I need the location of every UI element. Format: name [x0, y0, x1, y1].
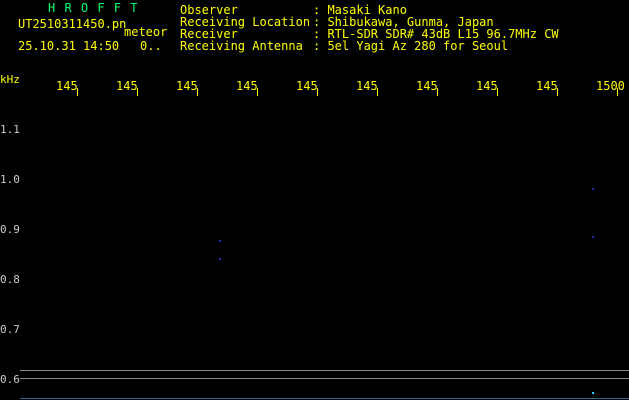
- time-label: 145: [296, 79, 318, 93]
- field-label: Observer: [180, 3, 238, 17]
- baseline: [20, 370, 629, 371]
- echo: [592, 188, 594, 190]
- time-label: 145: [56, 79, 78, 93]
- field-label: Receiver: [180, 27, 238, 41]
- file-name: UT2510311450.pn: [18, 17, 127, 31]
- echo: [592, 392, 594, 394]
- time-tick: [197, 88, 198, 96]
- time-label: 145: [116, 79, 138, 93]
- time-tick: [497, 88, 498, 96]
- baseline: [20, 378, 629, 379]
- field-value: : 5el Yagi Az 280 for Seoul: [313, 39, 509, 53]
- app-name: H R O F F T: [48, 1, 139, 15]
- time-tick: [317, 88, 318, 96]
- mode: meteor: [124, 25, 168, 39]
- field-value: : Shibukawa, Gunma, Japan: [313, 15, 494, 29]
- time-label: 145: [476, 79, 498, 93]
- time-label: 1500: [596, 79, 625, 93]
- freq-label: 1.1: [0, 123, 20, 136]
- time-tick: [77, 88, 78, 96]
- time-tick: [437, 88, 438, 96]
- freq-unit: kHz: [0, 73, 20, 86]
- time-label: 145: [176, 79, 198, 93]
- freq-label: 0.8: [0, 273, 20, 286]
- freq-label: 0.7: [0, 323, 20, 336]
- time-tick: [377, 88, 378, 96]
- field-label: Receiving Location: [180, 15, 311, 29]
- time-tick: [257, 88, 258, 96]
- time-label: 145: [236, 79, 258, 93]
- field-value: : Masaki Kano: [313, 3, 407, 17]
- count: 0..: [140, 39, 162, 53]
- freq-label: 1.0: [0, 173, 20, 186]
- time-tick: [557, 88, 558, 96]
- baseline: [20, 398, 629, 399]
- time-tick: [137, 88, 138, 96]
- echo: [219, 240, 221, 242]
- time-label: 145: [536, 79, 558, 93]
- field-value: : RTL-SDR SDR# 43dB L15 96.7MHz CW: [313, 27, 559, 41]
- time-label: 145: [356, 79, 378, 93]
- freq-label: 0.6: [0, 373, 20, 386]
- echo: [592, 236, 594, 238]
- time-label: 145: [416, 79, 438, 93]
- datetime: 25.10.31 14:50: [18, 39, 120, 53]
- field-label: Receiving Antenna: [180, 39, 303, 53]
- echo: [219, 258, 221, 260]
- freq-label: 0.9: [0, 223, 20, 236]
- time-tick: [617, 88, 618, 96]
